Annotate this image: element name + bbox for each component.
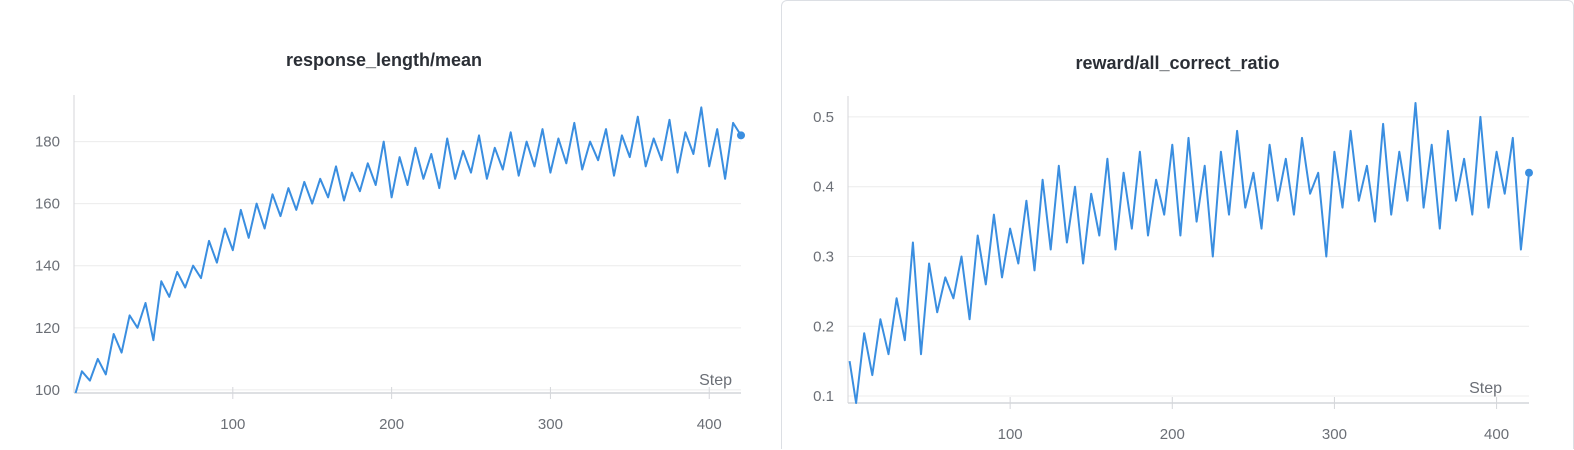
y-tick-label: 180 bbox=[35, 134, 60, 151]
x-axis-label: Step bbox=[1469, 380, 1502, 397]
line-chart-all-correct-ratio[interactable]: 0.1 0.2 0.3 0.4 0.5 100 200 300 400 Step bbox=[782, 1, 1574, 450]
series-line[interactable] bbox=[848, 102, 1530, 404]
x-tick-label: 400 bbox=[697, 416, 722, 433]
y-tick-label: 0.5 bbox=[813, 109, 834, 126]
chart-panel-response-length: response_length/mean 100 120 140 160 180 100 2… bbox=[0, 0, 768, 449]
series-end-point[interactable] bbox=[737, 131, 745, 140]
series-line[interactable] bbox=[74, 106, 742, 394]
chart-title: response_length/mean bbox=[285, 50, 483, 70]
x-tick-label: 300 bbox=[538, 416, 563, 433]
y-tick-label: 0.3 bbox=[813, 248, 834, 265]
y-tick-label: 160 bbox=[35, 196, 60, 213]
x-tick-label: 100 bbox=[220, 416, 245, 433]
line-chart-response-length[interactable]: 100 120 140 160 180 100 200 300 400 Step bbox=[0, 0, 768, 449]
y-tick-label: 120 bbox=[35, 320, 60, 337]
y-tick-label: 0.2 bbox=[813, 318, 834, 335]
series-end-point[interactable] bbox=[1525, 168, 1533, 177]
y-tick-label: 100 bbox=[35, 382, 60, 399]
y-tick-label: 0.1 bbox=[813, 388, 834, 405]
x-tick-label: 200 bbox=[1160, 426, 1185, 443]
chart-title: reward/all_correct_ratio bbox=[1075, 53, 1280, 73]
chart-panel-all-correct-ratio: reward/all_correct_ratio 0.1 0.2 0.3 0.4 0.5… bbox=[781, 0, 1574, 449]
x-axis-label: Step bbox=[699, 372, 732, 389]
y-tick-label: 0.4 bbox=[813, 179, 834, 196]
x-tick-label: 200 bbox=[379, 416, 404, 433]
x-tick-label: 300 bbox=[1322, 426, 1347, 443]
x-tick-label: 400 bbox=[1484, 426, 1509, 443]
x-tick-label: 100 bbox=[998, 426, 1023, 443]
y-tick-label: 140 bbox=[35, 258, 60, 275]
